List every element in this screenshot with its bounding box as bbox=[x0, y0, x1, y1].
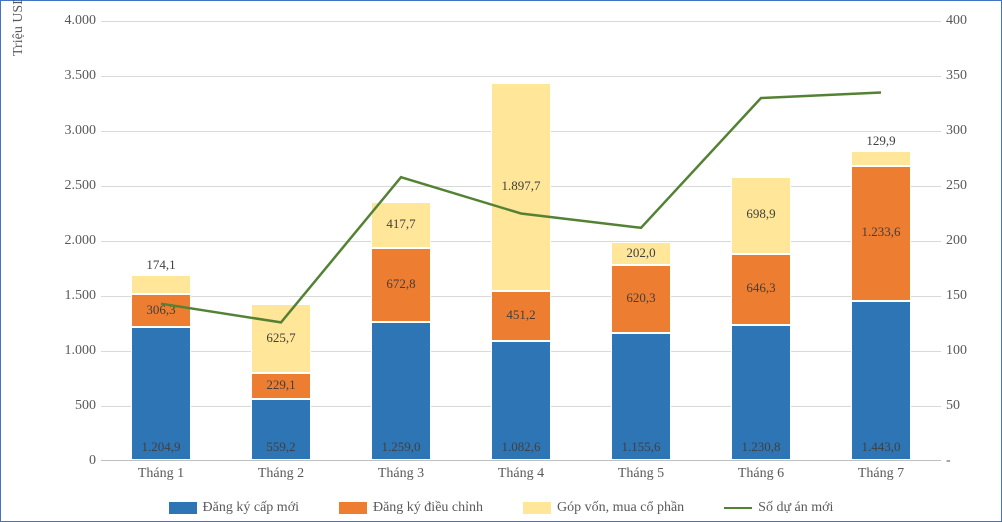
bar-value-label: 174,1 bbox=[146, 257, 175, 273]
bar-segment-dieu-chinh: 646,3 bbox=[731, 254, 791, 325]
bar-value-label: 1.897,7 bbox=[502, 178, 541, 194]
y-tick-right: 50 bbox=[946, 398, 996, 414]
x-axis-label: Tháng 1 bbox=[138, 466, 184, 482]
bar-value-label: 625,7 bbox=[266, 330, 295, 346]
bar-segment-gop-von: 1.897,7 bbox=[491, 83, 551, 292]
bar-value-label: 1.443,0 bbox=[862, 439, 901, 455]
bar-value-label: 129,9 bbox=[866, 133, 895, 149]
y-tick-left: 500 bbox=[36, 398, 96, 414]
y-tick-right: 150 bbox=[946, 288, 996, 304]
legend-swatch-dieu-chinh bbox=[339, 502, 367, 514]
bar-value-label: 306,3 bbox=[146, 302, 175, 318]
y-axis-left-title: Triệu USD bbox=[11, 0, 27, 56]
legend-swatch-cap-moi bbox=[169, 502, 197, 514]
bar-segment-cap-moi: 1.230,8 bbox=[731, 325, 791, 460]
y-tick-left: 2.500 bbox=[36, 178, 96, 194]
bar-segment-dieu-chinh: 1.233,6 bbox=[851, 166, 911, 302]
bar-segment-gop-von: 129,9 bbox=[851, 151, 911, 165]
x-axis-label: Tháng 5 bbox=[618, 466, 664, 482]
bar-segment-dieu-chinh: 229,1 bbox=[251, 373, 311, 398]
bar-value-label: 1.230,8 bbox=[742, 439, 781, 455]
bar-segment-dieu-chinh: 451,2 bbox=[491, 291, 551, 341]
bar-value-label: 1.155,6 bbox=[622, 439, 661, 455]
y-tick-right: 350 bbox=[946, 68, 996, 84]
bar-value-label: 1.082,6 bbox=[502, 439, 541, 455]
chart-container: Triệu USD 0 500 1.000 1.500 2.000 2.500 3.000 3… bbox=[0, 0, 1002, 522]
x-axis-label: Tháng 7 bbox=[858, 466, 904, 482]
y-tick-left: 0 bbox=[36, 453, 96, 469]
bar-value-label: 698,9 bbox=[746, 206, 775, 222]
bar-segment-dieu-chinh: 306,3 bbox=[131, 294, 191, 328]
bar-segment-dieu-chinh: 620,3 bbox=[611, 265, 671, 333]
bar-segment-gop-von: 417,7 bbox=[371, 202, 431, 248]
bar-segment-cap-moi: 1.082,6 bbox=[491, 341, 551, 460]
bar-value-label: 229,1 bbox=[266, 377, 295, 393]
y-tick-left: 4.000 bbox=[36, 13, 96, 29]
bar-value-label: 1.204,9 bbox=[142, 439, 181, 455]
bar-value-label: 672,8 bbox=[386, 276, 415, 292]
bar-value-label: 620,3 bbox=[626, 290, 655, 306]
legend-label-dieu-chinh: Đăng ký điều chỉnh bbox=[373, 500, 483, 516]
bar-segment-cap-moi: 1.259,0 bbox=[371, 322, 431, 460]
bar-segment-gop-von: 698,9 bbox=[731, 177, 791, 254]
x-axis-label: Tháng 4 bbox=[498, 466, 544, 482]
bar-segment-gop-von: 625,7 bbox=[251, 304, 311, 373]
bar-value-label: 417,7 bbox=[386, 216, 415, 232]
y-tick-right: 100 bbox=[946, 343, 996, 359]
bar-segment-cap-moi: 559,2 bbox=[251, 399, 311, 461]
y-tick-left: 1.000 bbox=[36, 343, 96, 359]
y-tick-right: 300 bbox=[946, 123, 996, 139]
legend: Đăng ký cấp mới Đăng ký điều chỉnh Góp v… bbox=[1, 500, 1001, 516]
legend-label-gop-von: Góp vốn, mua cổ phần bbox=[557, 500, 684, 516]
legend-swatch-line bbox=[724, 507, 752, 509]
bar-value-label: 202,0 bbox=[626, 245, 655, 261]
y-tick-left: 3.500 bbox=[36, 68, 96, 84]
legend-item-gop-von: Góp vốn, mua cổ phần bbox=[523, 500, 684, 516]
bar-segment-cap-moi: 1.204,9 bbox=[131, 327, 191, 460]
y-tick-right: - bbox=[946, 453, 996, 469]
legend-item-cap-moi: Đăng ký cấp mới bbox=[169, 500, 299, 516]
legend-item-line: Số dự án mới bbox=[724, 500, 833, 516]
bar-segment-cap-moi: 1.443,0 bbox=[851, 301, 911, 460]
bar-segment-dieu-chinh: 672,8 bbox=[371, 248, 431, 322]
bar-value-label: 451,2 bbox=[506, 307, 535, 323]
y-tick-right: 400 bbox=[946, 13, 996, 29]
legend-label-line: Số dự án mới bbox=[758, 500, 833, 516]
y-tick-left: 3.000 bbox=[36, 123, 96, 139]
x-axis-label: Tháng 3 bbox=[378, 466, 424, 482]
bar-segment-cap-moi: 1.155,6 bbox=[611, 333, 671, 460]
legend-label-cap-moi: Đăng ký cấp mới bbox=[203, 500, 299, 516]
bar-value-label: 559,2 bbox=[266, 439, 295, 455]
x-axis-label: Tháng 2 bbox=[258, 466, 304, 482]
bar-segment-gop-von: 202,0 bbox=[611, 242, 671, 264]
bar-value-label: 1.259,0 bbox=[382, 439, 421, 455]
bar-value-label: 1.233,6 bbox=[862, 224, 901, 240]
y-tick-left: 2.000 bbox=[36, 233, 96, 249]
x-axis-label: Tháng 6 bbox=[738, 466, 784, 482]
plot-area: 1.204,9 306,3 174,1 559,2 229,1 625,7 1.259,0 6… bbox=[101, 21, 941, 461]
y-tick-right: 250 bbox=[946, 178, 996, 194]
bar-segment-gop-von: 174,1 bbox=[131, 275, 191, 294]
y-tick-right: 200 bbox=[946, 233, 996, 249]
legend-swatch-gop-von bbox=[523, 502, 551, 514]
bar-value-label: 646,3 bbox=[746, 280, 775, 296]
y-tick-left: 1.500 bbox=[36, 288, 96, 304]
legend-item-dieu-chinh: Đăng ký điều chỉnh bbox=[339, 500, 483, 516]
